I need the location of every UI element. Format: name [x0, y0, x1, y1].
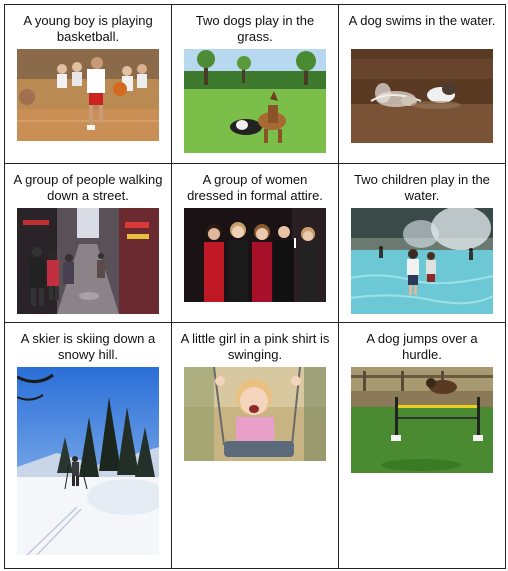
photo-dog-hurdle: [351, 367, 493, 473]
image-caption: A group of women dressed in formal attir…: [187, 172, 323, 203]
grid-cell: Two children play in the water.: [338, 163, 506, 323]
grid-cell: A group of people walking down a street.: [4, 163, 172, 323]
photo-street-crowd: [17, 208, 159, 314]
grid-cell: A dog swims in the water.: [338, 4, 506, 164]
image-caption: Two children play in the water.: [354, 172, 490, 203]
photo-two-dogs: [184, 49, 326, 153]
image-caption: A young boy is playing basketball.: [23, 13, 153, 44]
image-caption: A group of people walking down a street.: [13, 172, 163, 203]
image-caption: A dog jumps over a hurdle.: [366, 331, 478, 362]
photo-girl-swing: [184, 367, 326, 461]
image-caption: Two dogs play in the grass.: [195, 13, 315, 44]
grid-cell: A little girl in a pink shirt is swingin…: [171, 322, 339, 569]
image-caption: A dog swims in the water.: [348, 13, 496, 28]
photo-women-formal: [184, 208, 326, 302]
photo-boy-basketball: [17, 49, 159, 141]
caption-grid: A young boy is playing basketball.: [4, 4, 506, 569]
image-caption: A skier is skiing down a snowy hill.: [20, 331, 156, 362]
grid-cell: Two dogs play in the grass.: [171, 4, 339, 164]
image-caption: A little girl in a pink shirt is swingin…: [180, 331, 330, 362]
photo-skier: [17, 367, 159, 555]
grid-cell: A skier is skiing down a snowy hill.: [4, 322, 172, 569]
grid-cell: A young boy is playing basketball.: [4, 4, 172, 164]
photo-dog-swimming: [351, 49, 493, 143]
grid-cell: A group of women dressed in formal attir…: [171, 163, 339, 323]
photo-children-water: [351, 208, 493, 314]
grid-cell: A dog jumps over a hurdle.: [338, 322, 506, 569]
